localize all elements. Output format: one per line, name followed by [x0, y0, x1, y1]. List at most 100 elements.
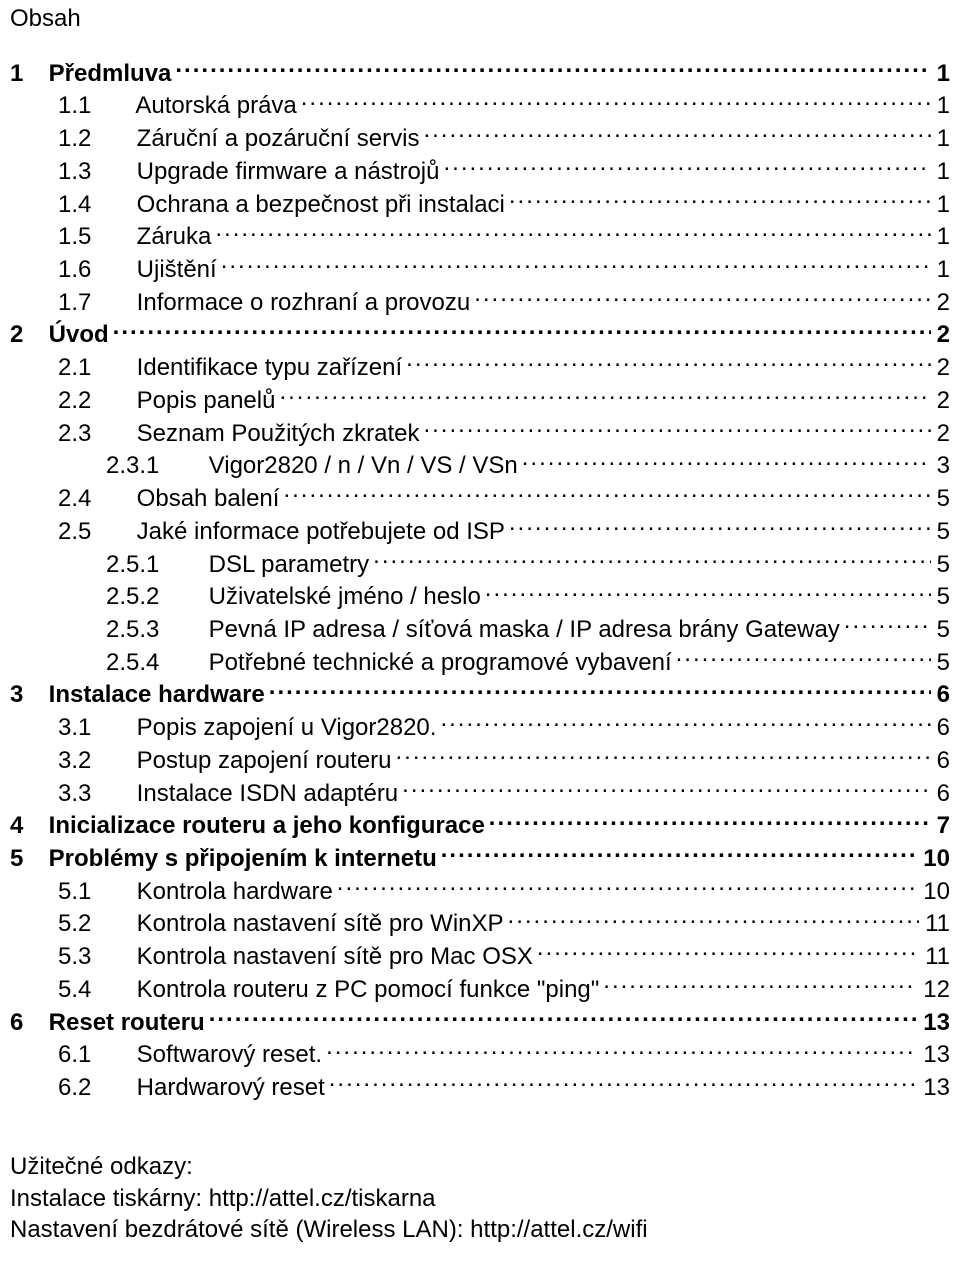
- toc-entry-page: 2: [935, 386, 950, 417]
- toc-entry-number: 1.4: [58, 190, 130, 221]
- toc-entry-page: 5: [935, 615, 950, 646]
- toc-entry-text: Kontrola nastavení sítě pro Mac OSX: [137, 943, 533, 970]
- toc-entry-label: 2 Úvod: [10, 320, 109, 351]
- toc-row: 2.5.4 Potřebné technické a programové vy…: [10, 646, 950, 679]
- toc-leader: [508, 907, 920, 931]
- toc-leader: [269, 678, 931, 702]
- toc-row: 2.5.2 Uživatelské jméno / heslo5: [10, 580, 950, 613]
- toc-leader: [423, 122, 930, 146]
- toc-entry-number: 3.1: [58, 713, 130, 744]
- toc-entry-page: 11: [923, 909, 950, 940]
- toc-row: 4 Inicializace routeru a jeho konfigurac…: [10, 809, 950, 842]
- toc-leader: [209, 1006, 918, 1030]
- toc-leader: [221, 253, 931, 277]
- toc-entry-text: DSL parametry: [209, 551, 370, 578]
- toc-leader: [406, 351, 930, 375]
- toc-entry-page: 6: [935, 713, 950, 744]
- toc-leader: [113, 318, 931, 342]
- toc-entry-label: 1.4 Ochrana a bezpečnost při instalaci: [58, 190, 505, 221]
- toc-entry-label: 6.1 Softwarový reset.: [58, 1040, 322, 1071]
- toc-entry-number: 3.2: [58, 746, 130, 777]
- toc-leader: [402, 777, 930, 801]
- toc-entry-page: 13: [921, 1008, 950, 1039]
- toc-entry-page: 1: [935, 190, 950, 221]
- toc-entry-number: 2.5: [58, 517, 130, 548]
- toc-entry-label: 3.1 Popis zapojení u Vigor2820.: [58, 713, 436, 744]
- toc-entry-text: Reset routeru: [49, 1009, 205, 1036]
- toc-entry-number: 5: [10, 844, 42, 875]
- toc-entry-number: 6: [10, 1008, 42, 1039]
- toc-entry-text: Instalace hardware: [49, 681, 265, 708]
- toc-leader: [215, 220, 930, 244]
- toc-leader: [441, 842, 918, 866]
- blank-spacer: [10, 1104, 950, 1152]
- toc-entry-page: 7: [935, 811, 950, 842]
- toc-row: 2.1 Identifikace typu zařízení2: [10, 351, 950, 384]
- toc-row: 1.7 Informace o rozhraní a provozu2: [10, 286, 950, 319]
- toc-entry-label: 5.2 Kontrola nastavení sítě pro WinXP: [58, 909, 504, 940]
- toc-row: 3.2 Postup zapojení routeru6: [10, 744, 950, 777]
- toc-entry-text: Autorská práva: [135, 92, 296, 119]
- toc-entry-text: Úvod: [49, 321, 109, 348]
- toc-entry-label: 4 Inicializace routeru a jeho konfigurac…: [10, 811, 485, 842]
- toc-entry-page: 6: [935, 680, 950, 711]
- toc-row: 2.2 Popis panelů2: [10, 384, 950, 417]
- toc-entry-label: 2.3 Seznam Použitých zkratek: [58, 419, 419, 450]
- toc-entry-number: 5.4: [58, 975, 130, 1006]
- toc-entry-text: Potřebné technické a programové vybavení: [209, 649, 672, 676]
- toc-leader: [326, 1038, 917, 1062]
- links-line-1: Instalace tiskárny: http://attel.cz/tisk…: [10, 1184, 950, 1215]
- toc-entry-label: 5.4 Kontrola routeru z PC pomocí funkce …: [58, 975, 599, 1006]
- toc-entry-number: 2.1: [58, 353, 130, 384]
- toc-row: 2.3 Seznam Použitých zkratek2: [10, 417, 950, 450]
- toc-row: 1.2 Záruční a pozáruční servis1: [10, 122, 950, 155]
- toc-entry-number: 2.5.3: [106, 615, 202, 646]
- toc-entry-number: 2.3.1: [106, 451, 202, 482]
- toc-entry-number: 2.5.1: [106, 550, 202, 581]
- toc-leader: [175, 57, 930, 81]
- toc-entry-text: Ochrana a bezpečnost při instalaci: [137, 191, 505, 218]
- toc-entry-page: 11: [923, 942, 950, 973]
- toc-entry-text: Ujištění: [137, 256, 217, 283]
- toc-entry-number: 5.2: [58, 909, 130, 940]
- toc-entry-text: Kontrola routeru z PC pomocí funkce "pin…: [137, 976, 600, 1003]
- toc-entry-label: 2.5.3 Pevná IP adresa / síťová maska / I…: [106, 615, 840, 646]
- toc-leader: [537, 940, 919, 964]
- toc-entry-number: 1.1: [58, 91, 130, 122]
- toc-entry-text: Záruka: [137, 223, 212, 250]
- toc-row: 3.1 Popis zapojení u Vigor2820. 6: [10, 711, 950, 744]
- toc-entry-label: 1.3 Upgrade firmware a nástrojů: [58, 157, 439, 188]
- toc-leader: [329, 1071, 918, 1095]
- toc-entry-text: Identifikace typu zařízení: [137, 354, 402, 381]
- toc-leader: [301, 89, 931, 113]
- toc-entry-page: 10: [921, 877, 950, 908]
- toc-entry-number: 1.7: [58, 288, 130, 319]
- toc-entry-text: Softwarový reset.: [137, 1041, 322, 1068]
- toc-entry-text: Postup zapojení routeru: [137, 747, 392, 774]
- toc-entry-text: Předmluva: [49, 60, 172, 87]
- toc-entry-text: Obsah balení: [137, 485, 280, 512]
- toc-entry-number: 5.3: [58, 942, 130, 973]
- toc-row: 6.1 Softwarový reset.13: [10, 1038, 950, 1071]
- toc-row: 2.3.1 Vigor2820 / n / Vn / VS / VSn3: [10, 449, 950, 482]
- toc-leader: [337, 875, 918, 899]
- toc-entry-page: 1: [935, 59, 950, 90]
- page: Obsah 1 Předmluva11.1 Autorská práva11.2…: [0, 0, 960, 1266]
- toc-row: 2 Úvod2: [10, 318, 950, 351]
- toc-leader: [603, 973, 917, 997]
- toc-entry-number: 2.5.2: [106, 582, 202, 613]
- toc-row: 6 Reset routeru 13: [10, 1006, 950, 1039]
- toc-row: 1 Předmluva 1: [10, 57, 950, 90]
- toc-entry-number: 2.2: [58, 386, 130, 417]
- toc-entry-page: 5: [935, 582, 950, 613]
- toc-leader: [509, 515, 931, 539]
- toc-entry-number: 1: [10, 59, 42, 90]
- toc-row: 5.2 Kontrola nastavení sítě pro WinXP 11: [10, 907, 950, 940]
- toc-entry-text: Upgrade firmware a nástrojů: [137, 158, 440, 185]
- toc-entry-number: 1.6: [58, 255, 130, 286]
- toc-row: 5.3 Kontrola nastavení sítě pro Mac OSX 1…: [10, 940, 950, 973]
- toc-entry-number: 1.2: [58, 124, 130, 155]
- toc-entry-page: 5: [935, 648, 950, 679]
- toc-entry-label: 5.1 Kontrola hardware: [58, 877, 333, 908]
- toc-entry-number: 2.5.4: [106, 648, 202, 679]
